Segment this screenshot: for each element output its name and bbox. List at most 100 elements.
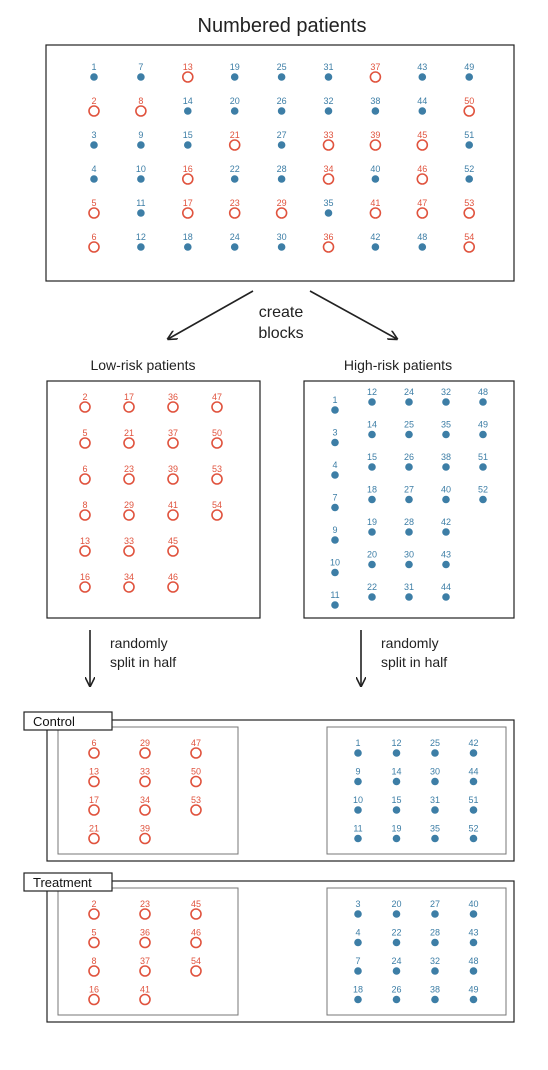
low-risk-patient-marker: [211, 437, 223, 449]
low-risk-patient-marker: [167, 401, 179, 413]
high-risk-patient-marker: [431, 749, 439, 757]
low-risk-patient-marker: [88, 775, 100, 788]
high-risk-patient-marker: [405, 430, 413, 439]
patient-number-label: 12: [367, 387, 377, 397]
patient-number-label: 33: [323, 130, 333, 140]
patient-number-label: 31: [430, 795, 440, 805]
low-risk-patient-marker: [167, 545, 179, 557]
patient-number-label: 13: [89, 767, 99, 777]
patient-number-label: 49: [464, 62, 474, 72]
high-risk-patient-marker: [392, 938, 401, 947]
patient-number-label: 37: [168, 428, 178, 438]
high-risk-patient-marker: [469, 967, 478, 975]
patient-number-label: 2: [91, 96, 96, 106]
patient-number-label: 42: [370, 232, 380, 242]
high-risk-patient-marker: [368, 495, 376, 504]
high-risk-patient-marker: [324, 107, 333, 115]
patient-number-label: 30: [430, 767, 440, 777]
patient-number-label: 4: [355, 928, 360, 938]
low-risk-patient-marker: [275, 207, 288, 219]
low-risk-patient-marker: [88, 207, 100, 219]
high-risk-patient-marker: [354, 834, 362, 843]
patient-number-label: 2: [82, 392, 87, 402]
control-low-box: [57, 726, 239, 855]
patient-number-label: 12: [391, 738, 401, 748]
patient-number-label: 35: [441, 420, 451, 430]
control-outer-box: [46, 719, 515, 862]
low-risk-patient-marker: [190, 747, 202, 759]
high-risk-patient-marker: [405, 398, 413, 406]
arrow-to-high-risk: [309, 290, 397, 339]
high-risk-patient-marker: [371, 175, 380, 183]
patient-number-label: 30: [404, 550, 414, 560]
patient-number-label: 48: [468, 956, 478, 966]
high-risk-patient-marker: [368, 430, 376, 439]
patient-number-label: 3: [355, 899, 360, 909]
high-risk-patient-marker: [469, 938, 478, 947]
low-risk-patient-marker: [190, 804, 202, 816]
high-risk-patient-marker: [331, 438, 339, 447]
patient-number-label: 24: [230, 232, 240, 242]
low-risk-patient-marker: [416, 173, 429, 185]
high-risk-patient-marker: [90, 141, 98, 149]
patient-number-label: 46: [168, 572, 178, 582]
patient-number-label: 23: [140, 899, 150, 909]
patient-number-label: 52: [478, 485, 488, 495]
split-label-high-2: split in half: [381, 654, 447, 670]
high-risk-patient-marker: [442, 593, 450, 601]
patient-number-label: 13: [80, 536, 90, 546]
patient-number-label: 18: [353, 985, 363, 995]
patient-number-label: 47: [191, 738, 201, 748]
high-risk-patient-marker: [469, 777, 478, 786]
high-risk-patient-marker: [368, 463, 376, 471]
high-risk-patient-marker: [368, 528, 376, 536]
high-risk-patient-marker: [469, 910, 478, 918]
low-risk-patient-marker: [88, 908, 100, 920]
high-risk-patient-marker: [354, 806, 362, 814]
patient-number-label: 17: [183, 198, 193, 208]
low-risk-patient-marker: [182, 207, 194, 219]
patient-number-label: 35: [430, 824, 440, 834]
low-risk-patient-marker: [79, 401, 91, 413]
patient-number-label: 53: [212, 464, 222, 474]
patient-number-label: 41: [370, 198, 380, 208]
low-risk-box: [46, 380, 261, 619]
high-risk-patient-marker: [418, 107, 427, 115]
patient-number-label: 7: [355, 956, 360, 966]
patient-number-label: 18: [183, 232, 193, 242]
patient-number-label: 19: [367, 517, 377, 527]
high-risk-patient-marker: [442, 560, 450, 569]
patient-number-label: 27: [277, 130, 287, 140]
low-risk-patient-marker: [369, 139, 382, 151]
low-risk-patient-marker: [88, 241, 100, 253]
low-risk-patient-marker: [211, 509, 223, 521]
low-risk-patient-marker: [135, 105, 147, 117]
low-risk-patient-marker: [139, 936, 151, 949]
patient-number-label: 45: [417, 130, 427, 140]
low-risk-patient-marker: [139, 965, 151, 977]
patient-number-label: 40: [468, 899, 478, 909]
high-risk-patient-marker: [277, 107, 286, 115]
low-risk-patient-marker: [123, 401, 135, 413]
low-risk-patient-marker: [182, 173, 194, 185]
low-risk-patient-marker: [79, 473, 91, 485]
patient-number-label: 16: [89, 985, 99, 995]
low-risk-patient-marker: [88, 804, 100, 816]
high-risk-patient-marker: [465, 73, 474, 81]
high-risk-patient-marker: [392, 995, 401, 1004]
patient-number-label: 11: [136, 198, 145, 208]
patient-number-label: 11: [330, 590, 339, 600]
patient-number-label: 17: [124, 392, 134, 402]
low-risk-patient-marker: [139, 908, 151, 920]
patient-number-label: 21: [89, 824, 99, 834]
patient-number-label: 22: [367, 582, 377, 592]
high-risk-patient-marker: [137, 243, 145, 251]
patient-number-label: 32: [441, 387, 451, 397]
patient-number-label: 25: [277, 62, 287, 72]
high-risk-patient-marker: [184, 141, 192, 149]
high-risk-patient-marker: [418, 73, 427, 81]
low-risk-patient-marker: [123, 581, 135, 593]
patient-number-label: 2: [91, 899, 96, 909]
high-risk-patient-marker: [465, 141, 474, 149]
